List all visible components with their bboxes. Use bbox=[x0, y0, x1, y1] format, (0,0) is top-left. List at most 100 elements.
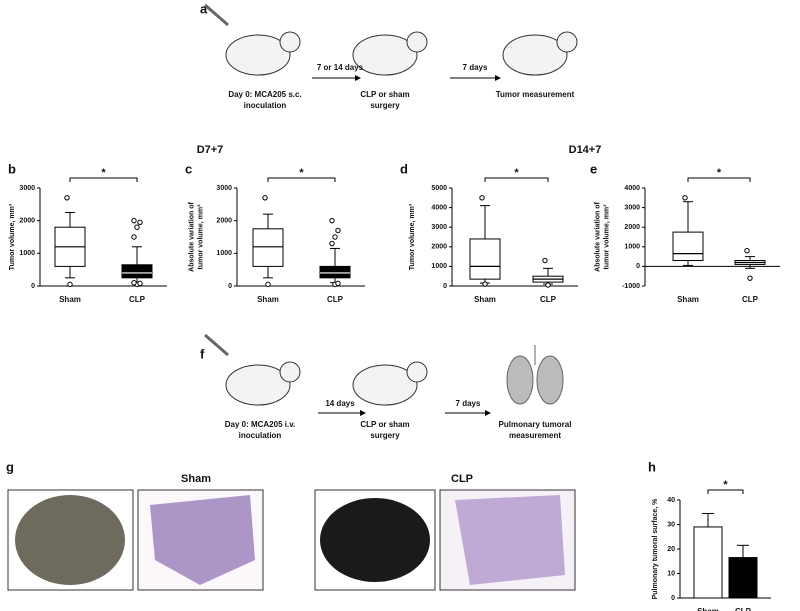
y-tick-label: 20 bbox=[667, 546, 675, 553]
arrow-label: 7 or 14 days bbox=[317, 63, 364, 72]
panel-letter: f bbox=[200, 346, 205, 361]
outlier bbox=[542, 257, 548, 264]
panel-letter: d bbox=[400, 161, 408, 176]
box bbox=[319, 265, 351, 279]
significance-label: * bbox=[723, 479, 728, 491]
y-axis-label: tumor volume, mm³ bbox=[197, 204, 204, 270]
group-label: D14+7 bbox=[569, 144, 602, 156]
x-tick-label: CLP bbox=[129, 295, 146, 304]
significance-bracket bbox=[687, 177, 751, 182]
outlier bbox=[131, 217, 137, 224]
y-axis-label: tumor volume, mm³ bbox=[603, 204, 610, 270]
outlier bbox=[64, 195, 70, 201]
y-tick-label: 30 bbox=[667, 521, 675, 528]
step-label: Day 0: MCA205 i.v. bbox=[225, 420, 296, 429]
outlier bbox=[329, 217, 335, 224]
x-tick-label: Sham bbox=[59, 295, 81, 304]
outlier bbox=[134, 224, 140, 230]
y-tick-label: 10 bbox=[667, 570, 675, 577]
y-axis-label: Absolute variation of bbox=[188, 202, 195, 272]
step-label: CLP or sham bbox=[360, 420, 409, 429]
x-tick-label: CLP bbox=[327, 295, 344, 304]
y-tick-label: 4000 bbox=[624, 185, 640, 192]
y-axis-label: Pulmonary tumoral surface, % bbox=[652, 498, 659, 600]
bar bbox=[728, 557, 758, 599]
panel-letter: c bbox=[185, 161, 192, 176]
outlier bbox=[137, 219, 143, 226]
significance-bracket bbox=[707, 489, 744, 494]
panel-letter: b bbox=[8, 161, 16, 176]
x-tick-label: CLP bbox=[540, 295, 557, 304]
y-axis-label: Tumor volume, mm³ bbox=[409, 203, 416, 270]
group-label: D7+7 bbox=[197, 144, 224, 156]
outlier bbox=[131, 280, 137, 286]
panel-letter: h bbox=[648, 459, 656, 474]
box bbox=[469, 238, 501, 280]
step-label: inoculation bbox=[239, 431, 282, 440]
y-tick-label: 1000 bbox=[216, 250, 232, 257]
y-tick-label: 0 bbox=[443, 283, 447, 290]
box bbox=[252, 228, 284, 267]
y-axis-label: Absolute variation of bbox=[594, 202, 601, 272]
y-tick-label: 2000 bbox=[19, 218, 35, 225]
y-tick-label: -1000 bbox=[622, 283, 640, 290]
lungs-icon bbox=[506, 345, 564, 405]
outlier bbox=[137, 280, 143, 287]
significance-label: * bbox=[514, 167, 519, 179]
y-tick-label: 2000 bbox=[216, 218, 232, 225]
y-tick-label: 0 bbox=[636, 263, 640, 270]
outlier bbox=[265, 281, 271, 288]
y-tick-label: 3000 bbox=[19, 185, 35, 192]
y-tick-label: 1000 bbox=[431, 263, 447, 270]
y-tick-label: 2000 bbox=[431, 244, 447, 251]
y-tick-label: 2000 bbox=[624, 224, 640, 231]
arrow-label: 7 days bbox=[463, 63, 488, 72]
x-tick-label: CLP bbox=[742, 295, 759, 304]
outlier bbox=[479, 195, 485, 201]
outlier bbox=[482, 281, 488, 287]
panel-letter: e bbox=[590, 161, 597, 176]
step-label: CLP or sham bbox=[360, 90, 409, 99]
y-tick-label: 40 bbox=[667, 497, 675, 504]
outlier bbox=[682, 195, 688, 201]
y-tick-label: 3000 bbox=[624, 204, 640, 211]
syringe bbox=[204, 333, 229, 357]
step-label: surgery bbox=[370, 101, 400, 110]
photos bbox=[7, 489, 576, 591]
x-tick-label: Sham bbox=[677, 295, 699, 304]
step-label: Tumor measurement bbox=[496, 90, 575, 99]
bar bbox=[693, 526, 723, 599]
outlier bbox=[67, 281, 73, 288]
syringe bbox=[204, 3, 229, 27]
y-tick-label: 3000 bbox=[431, 224, 447, 231]
y-tick-label: 0 bbox=[31, 283, 35, 290]
box bbox=[121, 264, 153, 279]
step-label: inoculation bbox=[244, 101, 287, 110]
mouse-icons bbox=[225, 361, 428, 406]
outlier bbox=[332, 234, 338, 240]
y-tick-label: 1000 bbox=[19, 250, 35, 257]
group-label: Sham bbox=[181, 473, 211, 485]
y-tick-label: 5000 bbox=[431, 185, 447, 192]
step-label: Pulmonary tumoral bbox=[499, 420, 572, 429]
mouse-icons bbox=[225, 31, 578, 76]
step-label: Day 0: MCA205 s.c. bbox=[228, 90, 301, 99]
outlier bbox=[329, 240, 335, 247]
box bbox=[672, 231, 704, 262]
y-tick-label: 3000 bbox=[216, 185, 232, 192]
y-tick-label: 4000 bbox=[431, 204, 447, 211]
arrow-label: 14 days bbox=[325, 399, 355, 408]
significance-bracket bbox=[69, 177, 138, 182]
y-tick-label: 1000 bbox=[624, 244, 640, 251]
outlier bbox=[747, 275, 753, 281]
x-tick-label: Sham bbox=[697, 607, 719, 611]
outlier bbox=[744, 248, 750, 254]
outlier bbox=[335, 227, 341, 234]
x-tick-label: Sham bbox=[257, 295, 279, 304]
step-label: measurement bbox=[509, 431, 561, 440]
outlier bbox=[262, 195, 268, 201]
significance-label: * bbox=[101, 167, 106, 179]
arrow-label: 7 days bbox=[456, 399, 481, 408]
